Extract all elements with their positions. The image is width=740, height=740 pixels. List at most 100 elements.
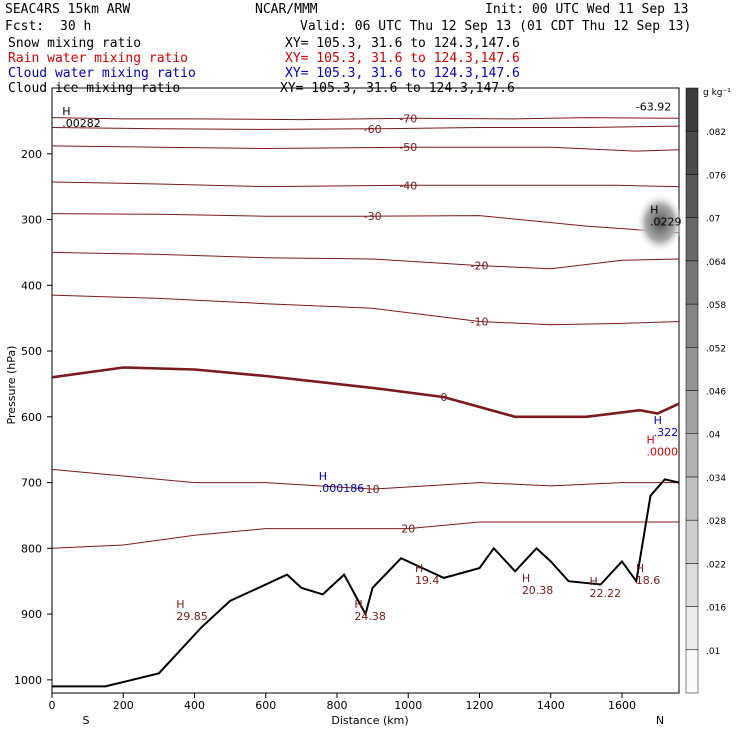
extremum-value: 20.38 [522,584,554,597]
extremum-marker: H [522,572,530,585]
y-tick-label: 800 [21,542,42,555]
temperature-contour-label: 20 [401,523,415,536]
org-label: NCAR/MMM [255,2,318,17]
extremum-marker: H [650,204,658,217]
temperature-contour-7 [51,366,680,419]
x-tick-label: 1400 [537,699,565,712]
extremum-value: .0000 [647,446,679,459]
extremum-value: -63.92 [636,100,671,113]
plot-frame [51,87,680,694]
extremum-marker: H [354,598,362,611]
temperature-contour-1 [51,125,680,130]
colorbar-swatch [685,649,699,694]
extremum-value: .0229 [650,216,682,229]
x-tick-label: 200 [113,699,134,712]
extremum-value: 24.38 [354,610,386,623]
extremum-value: 18.6 [636,574,661,587]
colorbar-label: .04 [706,431,721,441]
right-endpoint-label: N [656,714,664,727]
y-tick-label: 400 [21,279,42,292]
colorbar: .01 .016 .022 .028 .034 .04 .046 .052 .058 .064 .0… [685,87,726,694]
y-tick-label: 300 [21,214,42,227]
field-rain-xy: XY= 105.3, 31.6 to 124.3,147.6 [285,51,520,66]
colorbar-swatch [685,476,699,521]
colorbar-swatch [685,174,699,218]
extremum-value: 19.4 [415,574,440,587]
colorbar-swatch [685,519,699,564]
extremum-marker: H [590,575,598,588]
extremum-marker: H [176,598,184,611]
x-tick-label: 1200 [466,699,494,712]
extremum-value: .322 [654,426,679,439]
valid-time: Valid: 06 UTC Thu 12 Sep 13 (01 CDT Thu … [300,19,692,34]
field-rain-name: Rain water mixing ratio [8,51,189,66]
contour-layer: -70 -60 -50 -40 -30 -20 -10 0 10 20 [51,112,680,549]
temperature-contour-8 [51,468,679,490]
forecast-label: Fcst: [5,19,45,34]
field-snow-xy: XY= 105.3, 31.6 to 124.3,147.6 [285,36,520,51]
extremum-value: .000186 [319,482,365,495]
temperature-contour-label: -30 [364,210,382,223]
y-axis-label: Pressure (hPa) [5,346,18,425]
colorbar-label: .034 [706,474,726,484]
temperature-contour-2 [51,145,680,152]
extremum-marker: H [415,562,423,575]
cloud-ice-shading [633,192,682,253]
extremum-marker: H [647,434,655,447]
temperature-contour-label: -70 [399,112,417,125]
field-snow-name: Snow mixing ratio [8,36,142,51]
colorbar-swatch [685,87,699,132]
colorbar-label: .058 [706,301,726,311]
left-endpoint-label: S [83,714,90,727]
field-cloud-water-xy: XY= 105.3, 31.6 to 124.3,147.6 [285,66,520,81]
temperature-contour-label: -60 [364,123,382,136]
x-tick-label: 1600 [608,699,636,712]
y-tick-label: 500 [21,345,42,358]
axis-layer: 0 200 400 600 800 1000 1200 1400 160020030040050… [14,148,636,712]
temperature-contour-label: -20 [471,260,489,273]
colorbar-label: .01 [706,647,720,657]
x-tick-label: 400 [184,699,205,712]
temperature-contour-label: 0 [440,391,447,404]
extremum-marker: H [654,414,662,427]
colorbar-label: .046 [706,388,726,398]
colorbar-swatch [685,606,699,651]
temperature-contour-6 [51,294,680,326]
colorbar-swatch [685,217,699,262]
colorbar-label: .022 [706,560,726,570]
extremum-value: .00282 [62,117,101,130]
colorbar-label: .052 [706,344,726,354]
colorbar-label: .064 [706,258,726,268]
x-tick-label: 0 [49,699,56,712]
colorbar-label: .076 [706,171,726,181]
x-tick-label: 600 [255,699,276,712]
colorbar-swatch [685,260,699,305]
extremum-marker: H [636,562,644,575]
y-tick-label: 700 [21,477,42,490]
temperature-contour-label: 10 [366,483,380,496]
temperature-contour-9 [51,521,679,549]
extremum-marker: H [62,105,70,118]
temperature-contour-label: -50 [399,141,417,154]
colorbar-unit: g kg⁻¹ [703,88,731,98]
colorbar-swatch [685,563,699,607]
temperature-contour-3 [51,181,680,188]
extremum-marker: H [319,470,327,483]
init-time: Init: 00 UTC Wed 11 Sep 13 [485,2,689,17]
y-tick-label: 1000 [14,674,42,687]
colorbar-swatch [685,303,699,348]
y-tick-label: 200 [21,148,42,161]
x-tick-label: 800 [327,699,348,712]
colorbar-label: .016 [706,604,726,614]
colorbar-label: .07 [706,215,720,225]
colorbar-swatch [685,433,699,478]
y-tick-label: 600 [21,411,42,424]
colorbar-swatch [685,347,699,391]
y-tick-label: 900 [21,608,42,621]
extremum-value: 29.85 [176,610,208,623]
model-title: SEAC4RS 15km ARW [5,2,131,17]
temperature-contour-4 [51,213,680,234]
temperature-contour-label: -40 [399,179,417,192]
colorbar-swatch [685,130,699,175]
